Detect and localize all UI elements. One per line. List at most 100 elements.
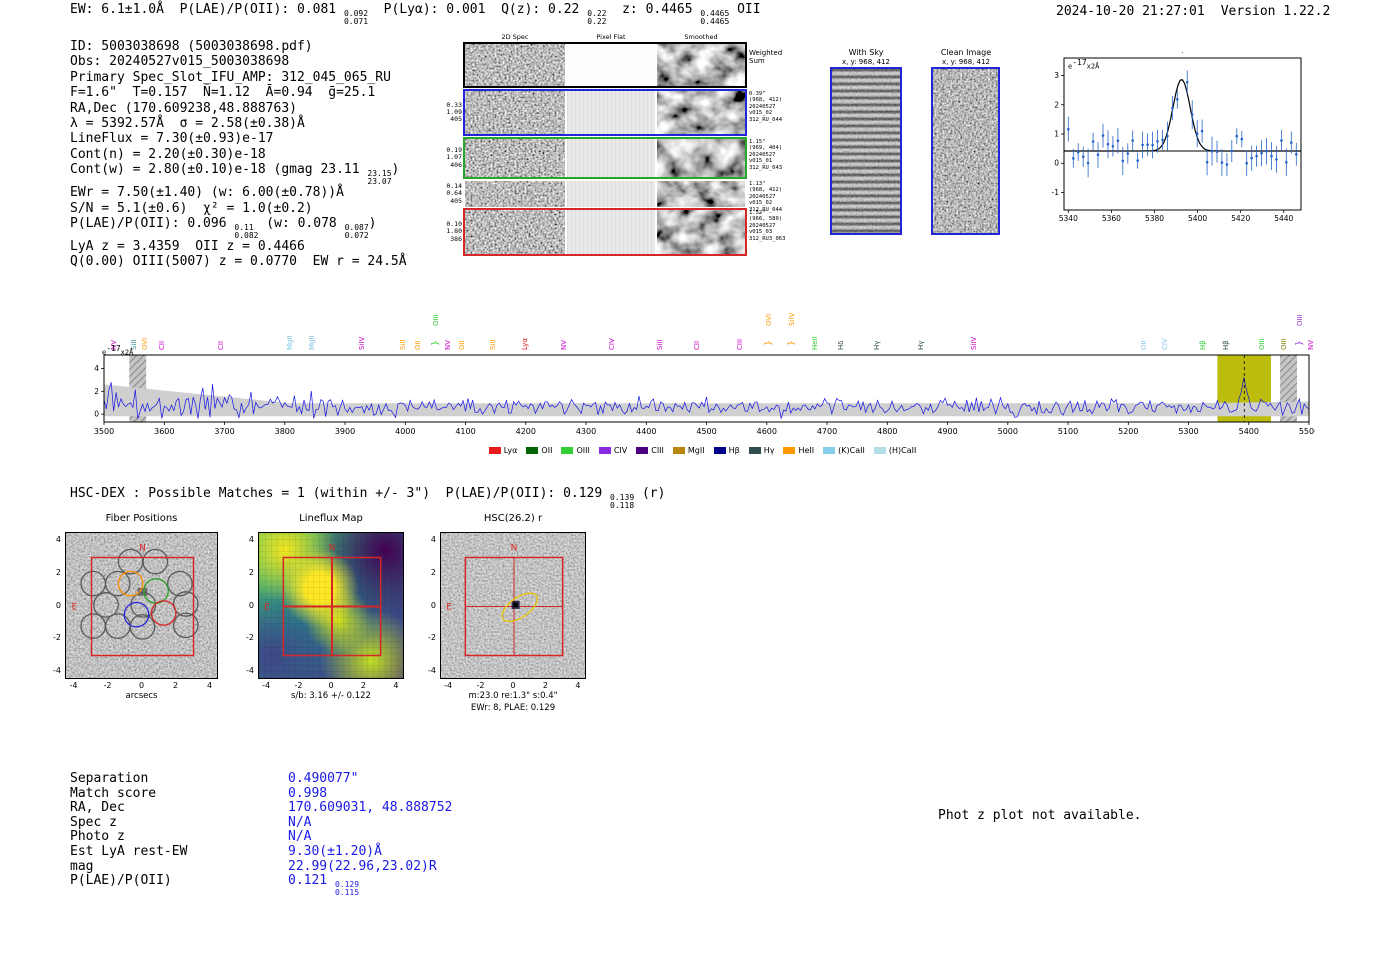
x-tick-label: 0: [510, 681, 516, 690]
info-line-2: Primary Spec_Slot_IFU_AMP: 312_045_065_R…: [70, 70, 407, 85]
uncertainty-stack: 23.15 23.07: [367, 170, 391, 185]
x-tick-label: 4: [206, 681, 213, 690]
scale-value: 0.64: [446, 189, 462, 198]
uncertainty-stack: 0.11 0.082: [234, 224, 258, 239]
lower-bound: 0.115: [334, 887, 360, 897]
y-tick-label: 2: [55, 567, 61, 577]
emission-line-label-OIII: OIII: [1257, 338, 1266, 350]
emission-line-bracket: }: [763, 340, 774, 346]
svg-text:4500: 4500: [696, 427, 716, 436]
scale-value: 0.10: [446, 220, 462, 228]
svg-text:1: 1: [1054, 130, 1059, 139]
annotation-line: (966, 580): [749, 216, 783, 223]
lower-bound: 0.118: [610, 500, 635, 510]
emission-line-label-CIV: CIV: [608, 338, 617, 350]
text-run: F=1.6" T=0.157 N̄=1.12 Ā=0.94 ḡ=25.1: [70, 85, 376, 101]
withsky-noise-texture: [832, 69, 900, 233]
x-tick-label: 2: [360, 681, 366, 690]
photz-note: Phot z plot not available.: [938, 808, 1142, 823]
match-value: N/A: [288, 829, 311, 845]
emission-line-label-CIII: CIII: [735, 338, 744, 350]
y-tick-label: -4: [53, 665, 61, 675]
annotation-line: 312_RU3_063: [749, 235, 786, 242]
svg-text:5100: 5100: [1058, 427, 1078, 436]
y-tick-label: -2: [246, 633, 254, 643]
annotation-line: 0.39": [749, 91, 766, 97]
fiber-xlabel: arcsecs: [125, 691, 158, 701]
match-row-est-lya-rest-ew: Est LyA rest-EW 9.30(±1.20)Å: [70, 843, 452, 860]
upper-bound: 0.11: [234, 223, 254, 233]
hsc-caption-morphology: m:23.0 re:1.3" s:0.4": [468, 691, 558, 701]
match-label: Match score: [70, 785, 157, 801]
y-tick-label: 2: [430, 567, 436, 577]
cutout-exp-2-2dspec: [465, 139, 565, 177]
legend-item-(K)CaII: (K)CaII: [823, 446, 865, 455]
upper-bound: 0.139: [610, 493, 635, 502]
match-label: Est LyA rest-EW: [70, 843, 188, 859]
text-run: ID: 5003038698 (5003038698.pdf): [70, 39, 313, 54]
scale-value: 0.33: [446, 100, 462, 109]
uncertainty-stack: 0.22 0.22: [587, 10, 606, 25]
lineflux-caption: s/b: 3.16 +/- 0.122: [291, 691, 371, 701]
legend-item-HeII: HeII: [783, 446, 814, 455]
annotation-line: 1.15": [749, 139, 766, 145]
text-run: LyA z = 3.4359 OII z = 0.4466: [70, 239, 305, 255]
noise-texture: [657, 139, 745, 177]
scale-value: 0.14: [446, 182, 462, 190]
legend-label: HeII: [798, 446, 815, 455]
text-run: x2Å: [120, 348, 134, 357]
cutout-weighted-sum-2dspec: [465, 44, 565, 86]
scale-value: 405: [450, 196, 462, 205]
linefit-ylabel: e-17x2Å: [1068, 58, 1099, 70]
x-tick-label: 2: [172, 681, 179, 690]
text-run: 0.998: [288, 785, 328, 801]
svg-text:0: 0: [94, 410, 99, 419]
match-value: 0.490077": [288, 771, 358, 786]
y-tick-label: 0: [248, 600, 254, 610]
legend-label: CIII: [651, 446, 664, 455]
panel-title-fiber-positions: Fiber Positions: [105, 513, 178, 524]
upper-bound: 0.129: [334, 880, 360, 890]
text-run: Cont(w) = 2.80(±0.10)e-18 (gmag 23.11: [70, 162, 368, 178]
svg-text:5400: 5400: [1188, 214, 1207, 223]
uncertainty-stack: 0.139 0.118: [610, 494, 634, 509]
match-row-photo-z: Photo z N/A: [70, 830, 452, 845]
match-row-mag: mag 22.99(22.96,23.02)R: [70, 859, 452, 875]
cutout-row-scale: 0.33 1.09 405: [438, 100, 462, 124]
y-tick-label: 4: [55, 535, 61, 545]
annotation-line: 1.52": [749, 210, 766, 216]
svg-text:E: E: [264, 603, 270, 613]
text-run: HSC-DEX : Possible Matches = 1 (within +…: [70, 486, 611, 501]
svg-text:N: N: [329, 544, 336, 554]
scale-value: 1.07: [446, 153, 462, 162]
cutout-exp-4-2dspec: [465, 210, 565, 254]
legend-item-Lyα: Lyα: [488, 446, 518, 455]
svg-text:5340: 5340: [1059, 214, 1078, 223]
info-line-11: P(LAE)/P(OII): 0.096 0.11 0.082 (w: 0.078…: [70, 216, 407, 239]
emission-line-label-Hγ: Hγ: [873, 340, 882, 350]
annotation-line: 20240527: [749, 222, 776, 229]
x-tick-label: 2: [542, 681, 548, 690]
annotation-line: (968, 412): [749, 97, 783, 104]
emission-line-label-OIII: OIII: [1296, 314, 1305, 326]
info-line-4: RA,Dec (170.609238,48.888763): [70, 101, 407, 116]
cutout-weighted-sum-smoothed: [657, 44, 745, 86]
emission-line-label-OIII: OIII: [1279, 338, 1288, 350]
match-label: P(LAE)/P(OII): [70, 873, 172, 889]
cutout-exp-3-2dspec: [465, 181, 565, 207]
cutout-row-annotation: 0.39" (968, 412) 20240527 v015_02 312_RU_044: [749, 91, 811, 123]
legend-item-MgII: MgII: [672, 446, 705, 455]
text-run: OII: [729, 2, 761, 17]
x-tick-label: -4: [69, 681, 78, 690]
svg-text:5200: 5200: [1118, 427, 1138, 436]
superscript: -17: [1072, 58, 1087, 67]
y-tick-label: -4: [246, 665, 254, 675]
annotation-line: 312_RU_043: [749, 164, 783, 171]
upper-bound: 0.087: [344, 223, 369, 233]
scale-value: 0.19: [446, 146, 462, 154]
svg-text:4300: 4300: [576, 427, 596, 436]
emission-line-label-OII: OII: [457, 340, 466, 350]
cutout-row-annotation: 1.15" (969, 404) 20240527 v015_01 312_RU_043: [749, 139, 811, 171]
legend-label: Lyα: [503, 446, 518, 455]
match-label: RA, Dec: [70, 800, 125, 816]
